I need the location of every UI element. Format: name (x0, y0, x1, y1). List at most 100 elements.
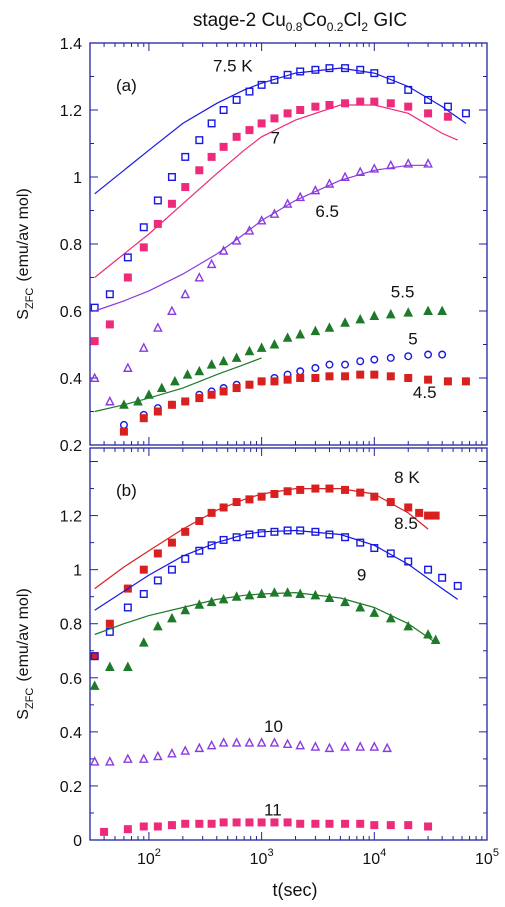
series-8-5: 8.5 (90, 514, 462, 661)
panel-a: 0.2 0.4 0.6 0.8 1 1.2 1.4 SZFC(emu/av mol) (a) 7.… (15, 36, 488, 455)
y-tick-label: 1.2 (60, 509, 82, 526)
data-point (311, 527, 320, 536)
data-point (231, 591, 242, 601)
fit-curve (94, 104, 458, 278)
data-point (296, 485, 305, 494)
data-point (403, 307, 414, 317)
data-point (90, 303, 99, 312)
data-point (244, 589, 255, 600)
y-tick-label: 0.8 (60, 237, 82, 254)
data-point (386, 498, 395, 507)
data-point (370, 370, 379, 379)
data-point (180, 604, 191, 615)
data-point (370, 97, 379, 106)
data-point (325, 819, 334, 828)
data-point (385, 308, 396, 319)
data-point (461, 109, 470, 118)
data-point (341, 819, 350, 828)
data-point (119, 420, 128, 429)
data-point (443, 112, 452, 121)
y-tick-label: 0.4 (60, 725, 82, 742)
data-point (424, 511, 433, 520)
data-point (170, 375, 180, 386)
data-point (123, 825, 132, 834)
data-point (245, 87, 254, 96)
data-point (269, 339, 280, 349)
data-point (181, 152, 190, 161)
y-tick-label: 1.2 (60, 103, 82, 120)
data-point (295, 329, 306, 339)
data-point (340, 741, 350, 751)
data-point (325, 100, 334, 109)
data-point (386, 75, 395, 84)
data-point (341, 485, 350, 494)
data-point (219, 503, 228, 512)
data-point (438, 573, 447, 582)
data-point (207, 152, 216, 161)
data-point (139, 822, 148, 831)
series-11: 11 (100, 801, 433, 836)
data-point (325, 64, 334, 73)
data-point (382, 742, 392, 753)
data-point (270, 377, 279, 386)
data-point (310, 741, 321, 751)
data-point (296, 819, 305, 828)
y-axis-label: SZFC(emu/av mol) (15, 588, 36, 719)
data-point (310, 589, 321, 600)
data-point (89, 372, 100, 382)
series-label: 4.5 (413, 383, 437, 402)
series-label: 9 (357, 565, 366, 584)
data-point (257, 818, 266, 827)
data-point (431, 511, 440, 520)
data-point (270, 527, 279, 536)
data-point (104, 661, 115, 671)
series-4-5: 4.5 (119, 370, 470, 436)
data-point (311, 363, 320, 372)
data-point (89, 680, 100, 690)
data-point (386, 372, 395, 381)
data-point (207, 390, 216, 399)
data-point (311, 102, 320, 111)
data-point (244, 225, 255, 235)
data-point (283, 109, 292, 118)
data-point (443, 377, 452, 386)
data-point (105, 290, 114, 299)
data-point (119, 399, 129, 409)
data-point (231, 737, 242, 747)
data-point (167, 565, 176, 574)
data-point (256, 342, 267, 352)
data-point (257, 492, 266, 501)
x-tick-label: 105 (475, 847, 499, 868)
data-point (218, 355, 229, 366)
data-point (341, 372, 350, 381)
data-point (282, 738, 293, 749)
data-point (370, 492, 379, 501)
data-point (404, 557, 413, 566)
data-point (283, 818, 292, 827)
data-point (105, 619, 114, 628)
data-point (119, 427, 128, 436)
data-point (356, 65, 365, 74)
y-tick-label: 0.4 (60, 371, 82, 388)
x-tick-label: 102 (137, 847, 161, 868)
panel-label: (b) (116, 481, 137, 500)
data-point (269, 737, 280, 747)
data-point (156, 382, 167, 393)
data-point (195, 136, 204, 145)
data-point (231, 235, 242, 245)
data-point (356, 370, 365, 379)
y-axis-label: SZFC(emu/av mol) (15, 188, 36, 319)
data-point (310, 325, 321, 336)
data-point (182, 369, 193, 379)
data-point (206, 359, 217, 369)
data-point (232, 818, 241, 827)
data-point (153, 549, 162, 558)
data-point (167, 538, 176, 547)
data-point (138, 637, 149, 647)
data-point (370, 355, 379, 364)
y-tick-label: 0.6 (60, 304, 82, 321)
data-point (153, 219, 162, 228)
x-ticks (89, 448, 488, 840)
data-point (341, 533, 350, 542)
data-point (424, 350, 433, 359)
